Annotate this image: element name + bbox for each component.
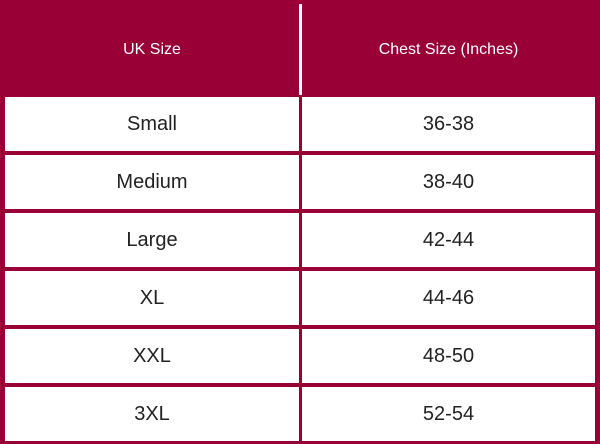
table-cell: 44-46 xyxy=(302,271,595,325)
header-divider xyxy=(299,4,302,95)
table-cell: Medium xyxy=(5,155,299,209)
table-cell: 38-40 xyxy=(302,155,595,209)
table-cell: 42-44 xyxy=(302,213,595,267)
table-cell: 3XL xyxy=(5,387,299,441)
table-cell: Large xyxy=(5,213,299,267)
table-cell: 48-50 xyxy=(302,329,595,383)
table-cell: XXL xyxy=(5,329,299,383)
table-cell: 36-38 xyxy=(302,97,595,151)
header-cell: Chest Size (Inches) xyxy=(378,40,519,58)
table-cell: Small xyxy=(5,97,299,151)
table-cell: XL xyxy=(5,271,299,325)
header-cell: UK Size xyxy=(123,40,181,58)
table-cell: 52-54 xyxy=(302,387,595,441)
